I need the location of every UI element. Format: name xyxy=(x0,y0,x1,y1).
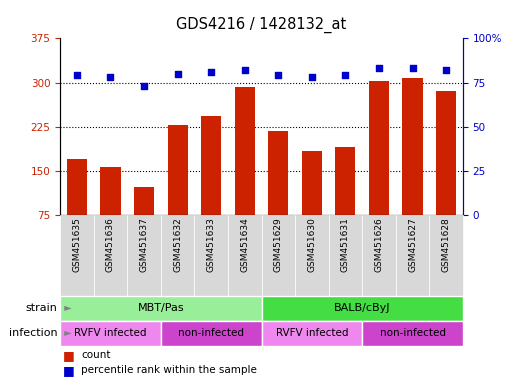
Point xyxy=(375,65,383,71)
Bar xyxy=(100,167,120,215)
Bar xyxy=(60,296,262,321)
Text: GDS4216 / 1428132_at: GDS4216 / 1428132_at xyxy=(176,17,347,33)
Bar xyxy=(396,215,429,296)
Text: GSM451629: GSM451629 xyxy=(274,217,283,272)
Bar xyxy=(228,215,262,296)
Bar xyxy=(302,151,322,215)
Text: ►: ► xyxy=(58,328,71,338)
Point xyxy=(274,73,282,79)
Bar xyxy=(60,215,94,296)
Bar xyxy=(335,147,356,215)
Point xyxy=(73,73,81,79)
Point xyxy=(207,69,215,75)
Point xyxy=(140,83,148,89)
Bar xyxy=(167,125,188,215)
Text: infection: infection xyxy=(9,328,58,338)
Text: strain: strain xyxy=(26,303,58,313)
Text: GSM451630: GSM451630 xyxy=(308,217,316,272)
Text: GSM451628: GSM451628 xyxy=(441,217,451,272)
Text: ■: ■ xyxy=(63,364,74,377)
Bar xyxy=(262,296,463,321)
Text: non-infected: non-infected xyxy=(380,328,446,338)
Text: MBT/Pas: MBT/Pas xyxy=(138,303,184,313)
Point xyxy=(408,65,417,71)
Text: GSM451633: GSM451633 xyxy=(207,217,215,272)
Point xyxy=(174,71,182,77)
Text: GSM451636: GSM451636 xyxy=(106,217,115,272)
Text: GSM451632: GSM451632 xyxy=(173,217,182,272)
Text: BALB/cByJ: BALB/cByJ xyxy=(334,303,391,313)
Point xyxy=(341,73,349,79)
Bar xyxy=(403,78,423,215)
Bar xyxy=(262,215,295,296)
Text: GSM451631: GSM451631 xyxy=(341,217,350,272)
Point xyxy=(106,74,115,80)
Bar xyxy=(362,215,396,296)
Text: GSM451627: GSM451627 xyxy=(408,217,417,272)
Bar xyxy=(134,187,154,215)
Text: GSM451634: GSM451634 xyxy=(240,217,249,272)
Bar xyxy=(436,91,456,215)
Text: RVFV infected: RVFV infected xyxy=(276,328,348,338)
Text: ►: ► xyxy=(58,303,71,313)
Bar xyxy=(67,159,87,215)
Text: percentile rank within the sample: percentile rank within the sample xyxy=(81,366,257,376)
Bar xyxy=(195,215,228,296)
Bar xyxy=(328,215,362,296)
Text: GSM451637: GSM451637 xyxy=(140,217,149,272)
Point xyxy=(308,74,316,80)
Bar xyxy=(262,321,362,346)
Text: GSM451626: GSM451626 xyxy=(374,217,383,272)
Point xyxy=(241,67,249,73)
Text: count: count xyxy=(81,350,110,360)
Bar xyxy=(429,215,463,296)
Bar xyxy=(60,321,161,346)
Bar xyxy=(369,81,389,215)
Text: RVFV infected: RVFV infected xyxy=(74,328,147,338)
Bar xyxy=(362,321,463,346)
Point xyxy=(442,67,450,73)
Bar xyxy=(201,116,221,215)
Bar xyxy=(295,215,328,296)
Bar xyxy=(268,131,288,215)
Bar xyxy=(94,215,127,296)
Text: non-infected: non-infected xyxy=(178,328,244,338)
Text: ■: ■ xyxy=(63,349,74,362)
Bar xyxy=(161,321,262,346)
Text: GSM451635: GSM451635 xyxy=(72,217,82,272)
Bar xyxy=(127,215,161,296)
Bar xyxy=(161,215,195,296)
Bar xyxy=(235,87,255,215)
